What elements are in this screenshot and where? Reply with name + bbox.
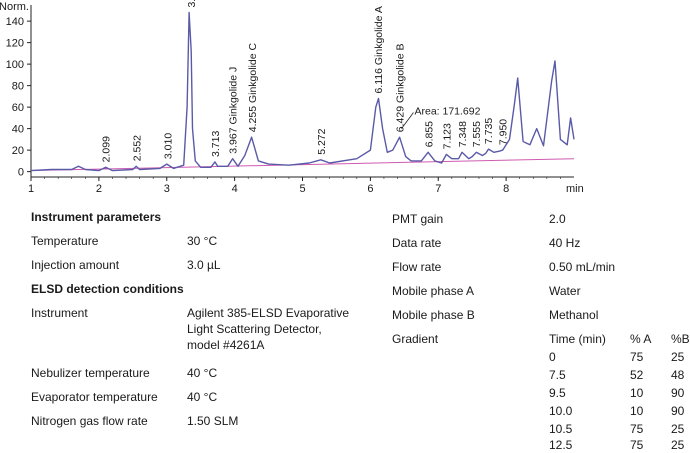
x-tick-label: 1 bbox=[28, 183, 34, 195]
flow-rate-value: 0.50 mL/min bbox=[549, 260, 616, 274]
y-tick-label: 0 bbox=[18, 167, 24, 179]
y-tick-label: 40 bbox=[12, 124, 24, 136]
gradient-label: Gradient bbox=[392, 332, 439, 346]
peak-label: 6.429 Ginkgolide B bbox=[394, 43, 406, 132]
gradient-b-cell: 25 bbox=[671, 422, 685, 436]
peak-label: 7.123 bbox=[442, 123, 454, 149]
gradient-time-cell: 10.0 bbox=[549, 404, 573, 418]
x-tick-label: 7 bbox=[435, 183, 441, 195]
peak-label: 3.359 Bilobalide bbox=[186, 0, 198, 8]
peak-label: 5.272 bbox=[316, 128, 328, 154]
data-rate-value: 40 Hz bbox=[549, 236, 581, 250]
y-tick-label: 100 bbox=[6, 59, 24, 71]
mobile-phase-a-label: Mobile phase A bbox=[392, 284, 475, 298]
y-tick-label: 20 bbox=[12, 145, 24, 157]
peak-label: 3.713 bbox=[210, 131, 222, 157]
nebulizer-temperature-value: 40 °C bbox=[187, 366, 218, 380]
gradient-time-cell: 0 bbox=[549, 350, 556, 364]
gradient-header-b: %B bbox=[671, 332, 690, 346]
instrument-parameters-heading: Instrument parameters bbox=[31, 210, 162, 224]
instrument-label: Instrument bbox=[31, 306, 88, 320]
gradient-time-cell: 9.5 bbox=[549, 386, 566, 400]
instrument-value: Agilent 385-ELSD Evaporative Light Scatt… bbox=[187, 306, 350, 352]
x-tick-label: 5 bbox=[299, 183, 305, 195]
pmt-gain-value: 2.0 bbox=[549, 212, 566, 226]
injection-amount-label: Injection amount bbox=[31, 258, 120, 272]
gradient-header-a: % A bbox=[630, 332, 652, 346]
elsd-conditions-heading: ELSD detection conditions bbox=[31, 282, 184, 296]
x-tick-label: 3 bbox=[164, 183, 170, 195]
y-tick-label: 60 bbox=[12, 102, 24, 114]
gradient-b-cell: 48 bbox=[671, 368, 685, 382]
nitrogen-flow-label: Nitrogen gas flow rate bbox=[31, 414, 148, 428]
gradient-time-cell: 10.5 bbox=[549, 422, 573, 436]
area-label: Area: 171.692 bbox=[414, 106, 480, 118]
y-tick-label: 80 bbox=[12, 81, 24, 93]
peak-label: 7.950 bbox=[498, 119, 510, 145]
gradient-a-cell: 52 bbox=[630, 368, 644, 382]
peak-label: 4.255 Ginkgolide C bbox=[247, 43, 259, 133]
gradient-a-cell: 75 bbox=[630, 422, 644, 436]
gradient-time-cell: 7.5 bbox=[549, 368, 566, 382]
peak-label: 6.116 Ginkgolide A bbox=[373, 6, 385, 93]
chromatogram-trace bbox=[30, 11, 575, 172]
baseline-line bbox=[30, 158, 575, 172]
data-rate-label: Data rate bbox=[392, 236, 442, 250]
evaporator-temperature-label: Evaporator temperature bbox=[31, 390, 158, 404]
peak-label: 2.552 bbox=[131, 135, 143, 161]
flow-rate-label: Flow rate bbox=[392, 260, 442, 274]
gradient-b-cell: 90 bbox=[671, 404, 685, 418]
gradient-header-time: Time (min) bbox=[549, 332, 606, 346]
nebulizer-temperature-label: Nebulizer temperature bbox=[31, 366, 150, 380]
y-axis-label: Norm. bbox=[0, 1, 29, 13]
pmt-gain-label: PMT gain bbox=[392, 212, 444, 226]
gradient-b-cell: 25 bbox=[671, 350, 685, 364]
gradient-a-cell: 75 bbox=[630, 438, 644, 452]
x-tick-label: 8 bbox=[503, 183, 509, 195]
x-tick-label: 4 bbox=[232, 183, 238, 195]
x-tick-label: 2 bbox=[96, 183, 102, 195]
mobile-phase-b-value: Methanol bbox=[549, 308, 599, 322]
area-leader-line bbox=[401, 112, 414, 129]
chromatogram-chart: 0 20 40 60 80 100 120 140 1 2 3 4 5 6 7 8 Norm. min 2.099 2… bbox=[0, 0, 584, 195]
peak-label: 3.967 Ginkgolide J bbox=[227, 67, 239, 154]
injection-amount-value: 3.0 µL bbox=[187, 258, 221, 272]
gradient-b-cell: 25 bbox=[671, 438, 685, 452]
peak-label: 6.855 bbox=[423, 121, 435, 147]
temperature-value: 30 °C bbox=[187, 234, 218, 248]
gradient-a-cell: 10 bbox=[630, 404, 644, 418]
x-tick-label: 6 bbox=[367, 183, 373, 195]
mobile-phase-a-value: Water bbox=[549, 284, 581, 298]
peak-label: 7.735 bbox=[483, 118, 495, 144]
y-tick-label: 120 bbox=[6, 38, 24, 50]
peak-label: 7.555 bbox=[471, 121, 483, 147]
gradient-b-cell: 90 bbox=[671, 386, 685, 400]
x-axis-unit: min bbox=[566, 183, 584, 195]
gradient-a-cell: 75 bbox=[630, 350, 644, 364]
y-tick-label: 140 bbox=[6, 16, 24, 28]
peak-label: 3.010 bbox=[162, 133, 174, 159]
peak-label: 2.099 bbox=[101, 136, 113, 162]
gradient-a-cell: 10 bbox=[630, 386, 644, 400]
mobile-phase-b-label: Mobile phase B bbox=[392, 308, 475, 322]
evaporator-temperature-value: 40 °C bbox=[187, 390, 218, 404]
gradient-time-cell: 12.5 bbox=[549, 438, 573, 452]
nitrogen-flow-value: 1.50 SLM bbox=[187, 414, 239, 428]
peak-label: 7.348 bbox=[457, 121, 469, 147]
temperature-label: Temperature bbox=[31, 234, 99, 248]
